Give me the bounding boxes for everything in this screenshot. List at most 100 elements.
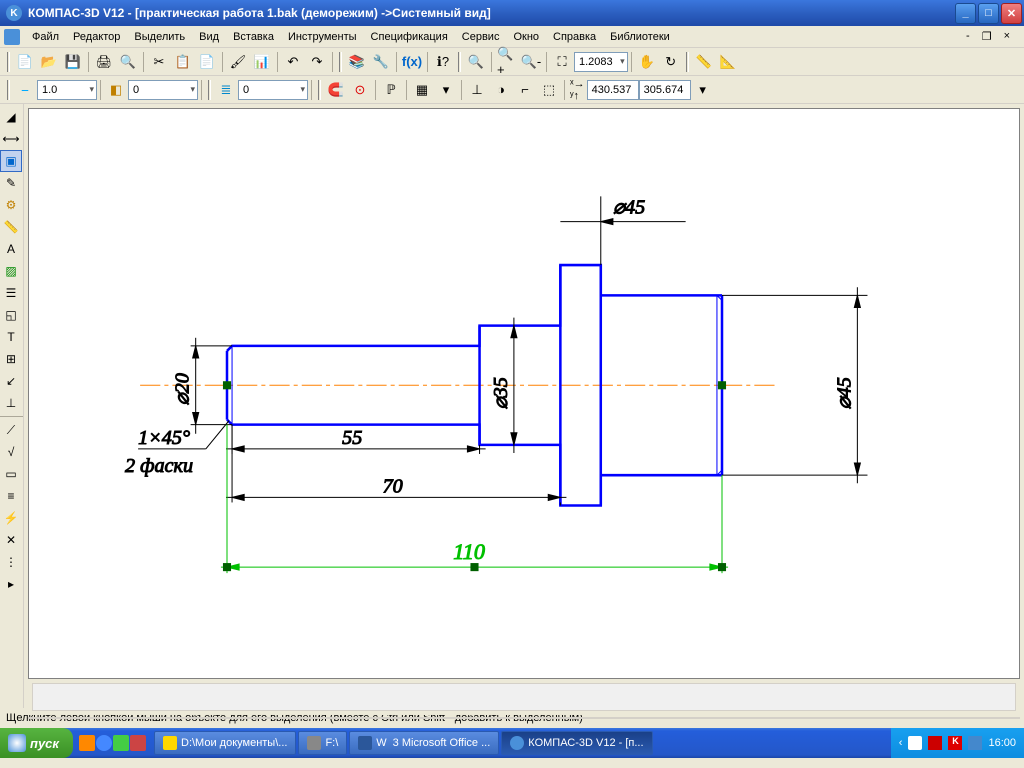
mdi-restore[interactable]: ❐ <box>978 30 996 43</box>
leader-tool[interactable]: ↙ <box>0 370 22 392</box>
ql-icon[interactable] <box>130 735 146 751</box>
check-tool[interactable]: ⚡ <box>0 507 22 529</box>
redo-button[interactable]: ↷ <box>306 51 328 73</box>
hatch-tool[interactable]: ▨ <box>0 260 22 282</box>
param-button[interactable]: ℙ <box>380 79 402 101</box>
tray-lang-icon[interactable] <box>928 736 942 750</box>
zoom-window-button[interactable]: 🔍 <box>465 51 487 73</box>
mdi-close[interactable]: × <box>1000 30 1014 43</box>
drawing-canvas[interactable]: ⌀20 ⌀35 ⌀45 ⌀ <box>28 108 1020 679</box>
preview-button[interactable]: 🔍 <box>117 51 139 73</box>
tray-icon[interactable] <box>908 736 922 750</box>
style-btn[interactable]: ◧ <box>105 79 127 101</box>
zoom-combo[interactable]: 1.2083 <box>574 52 628 72</box>
line-tool[interactable]: ⟋ <box>0 419 22 441</box>
task-item[interactable]: F:\ <box>298 731 347 755</box>
mdi-minimize[interactable]: - <box>962 30 974 43</box>
text-A-tool[interactable]: A <box>0 238 22 260</box>
local-cs-button[interactable]: ⌐ <box>514 79 536 101</box>
menu-window[interactable]: Окно <box>507 29 545 45</box>
copy-props-button[interactable]: 🖌 <box>227 51 249 73</box>
round-button[interactable]: ◑ <box>490 79 512 101</box>
roughness-tool[interactable]: √ <box>0 441 22 463</box>
grid-step-button[interactable]: ▾ <box>435 79 457 101</box>
start-button[interactable]: пуск <box>0 728 73 758</box>
task-item[interactable]: W3 Microsoft Office ... <box>349 731 499 755</box>
ql-icon[interactable] <box>79 735 95 751</box>
ruler2-button[interactable]: 📐 <box>717 51 739 73</box>
edit-tool[interactable]: ✎ <box>0 172 22 194</box>
menu-select[interactable]: Выделить <box>128 29 191 45</box>
expand-tool[interactable]: ▸ <box>0 573 22 595</box>
grid-button[interactable]: ▦ <box>411 79 433 101</box>
tray-arrow-icon[interactable]: ‹ <box>899 737 903 749</box>
text-T-tool[interactable]: T <box>0 326 22 348</box>
ql-icon[interactable] <box>96 735 112 751</box>
refresh-button[interactable]: ↻ <box>660 51 682 73</box>
zoom-in-button[interactable]: 🔍+ <box>496 51 518 73</box>
open-button[interactable]: 📂 <box>38 51 60 73</box>
style-combo[interactable]: 0 <box>128 80 198 100</box>
help-pointer-button[interactable]: ℹ? <box>432 51 454 73</box>
paste-button[interactable]: 📄 <box>196 51 218 73</box>
axis-tool[interactable]: ⊥ <box>0 392 22 414</box>
linetype-button[interactable]: ⎯ <box>14 79 36 101</box>
tray-av-icon[interactable]: K <box>948 736 962 750</box>
window-titlebar: K КОМПАС-3D V12 - [практическая работа 1… <box>0 0 1024 26</box>
close-button[interactable]: ✕ <box>1001 3 1022 24</box>
tray-icon[interactable] <box>968 736 982 750</box>
menu-service[interactable]: Сервис <box>456 29 506 45</box>
menu-spec[interactable]: Спецификация <box>365 29 454 45</box>
ql-icon[interactable] <box>113 735 129 751</box>
rect-tool[interactable]: ▭ <box>0 463 22 485</box>
manager-button[interactable]: 🔧 <box>370 51 392 73</box>
menu-editor[interactable]: Редактор <box>67 29 126 45</box>
task-item[interactable]: D:\Мои документы\... <box>154 731 296 755</box>
vars-button[interactable]: f(x) <box>401 51 423 73</box>
insert-tool[interactable]: ◱ <box>0 304 22 326</box>
geometry-tool[interactable]: ◢ <box>0 106 22 128</box>
cs-button[interactable]: ⬚ <box>538 79 560 101</box>
print-button[interactable]: 🖨 <box>93 51 115 73</box>
menu-view[interactable]: Вид <box>193 29 225 45</box>
clock[interactable]: 16:00 <box>988 737 1016 749</box>
snap-button[interactable]: 🧲 <box>325 79 347 101</box>
zoom-out-button[interactable]: 🔍- <box>520 51 542 73</box>
save-button[interactable]: 💾 <box>62 51 84 73</box>
zoom-fit-button[interactable]: ⛶ <box>551 51 573 73</box>
layer-combo[interactable]: 0 <box>238 80 308 100</box>
select-tool[interactable]: ▣ <box>0 150 22 172</box>
misc-tool[interactable]: ⋮ <box>0 551 22 573</box>
coord-y-field[interactable]: 305.674 <box>639 80 691 100</box>
layer-icon[interactable]: ≣ <box>215 79 237 101</box>
ruler1-button[interactable]: 📏 <box>693 51 715 73</box>
menu-help[interactable]: Справка <box>547 29 602 45</box>
properties-button[interactable]: 📊 <box>251 51 273 73</box>
coord-x-field[interactable]: 430.537 <box>587 80 639 100</box>
undo-button[interactable]: ↶ <box>282 51 304 73</box>
spec-tool[interactable]: ☰ <box>0 282 22 304</box>
copy-button[interactable]: 📋 <box>172 51 194 73</box>
task-item-active[interactable]: КОМПАС-3D V12 - [п... <box>501 731 652 755</box>
table-tool[interactable]: ⊞ <box>0 348 22 370</box>
menu-tools[interactable]: Инструменты <box>282 29 363 45</box>
constraints-tool[interactable]: ⚙ <box>0 194 22 216</box>
menu-file[interactable]: Файл <box>26 29 65 45</box>
lineweight-combo[interactable]: 1.0 <box>37 80 97 100</box>
horizontal-scrollbar[interactable] <box>28 717 1020 719</box>
pan-button[interactable]: ✋ <box>636 51 658 73</box>
minimize-button[interactable]: _ <box>955 3 976 24</box>
multi-tool[interactable]: ≡ <box>0 485 22 507</box>
maximize-button[interactable]: □ <box>978 3 999 24</box>
menu-insert[interactable]: Вставка <box>227 29 280 45</box>
new-button[interactable]: 📄 <box>14 51 36 73</box>
ortho-button[interactable]: ⊥ <box>466 79 488 101</box>
menu-libs[interactable]: Библиотеки <box>604 29 676 45</box>
cut-button[interactable]: ✂ <box>148 51 170 73</box>
measure-tool[interactable]: 📏 <box>0 216 22 238</box>
break-tool[interactable]: ✕ <box>0 529 22 551</box>
snap2-button[interactable]: ⊙ <box>349 79 371 101</box>
coord-dropdown[interactable]: ▾ <box>692 79 714 101</box>
dims-tool[interactable]: ⟷ <box>0 128 22 150</box>
lib-button[interactable]: 📚 <box>346 51 368 73</box>
